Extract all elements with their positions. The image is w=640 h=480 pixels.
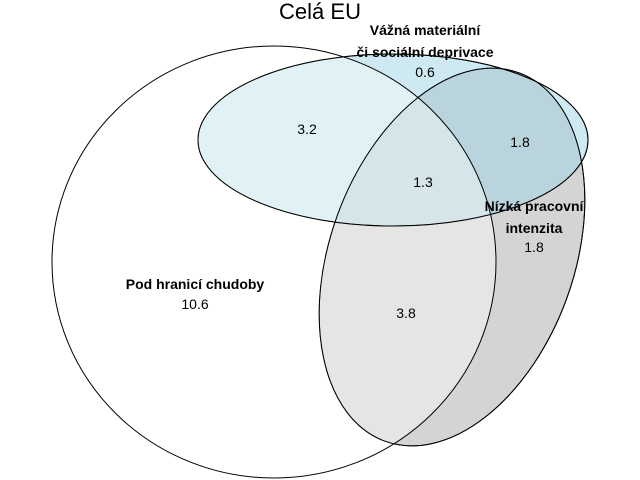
set-work-intensity-label-line1: Nízká pracovní <box>485 198 585 214</box>
region-all-three-value: 1.3 <box>413 174 433 190</box>
region-poverty-only-value: 10.6 <box>181 296 208 312</box>
region-poverty-work-value: 3.8 <box>396 305 416 321</box>
set-deprivation-label-line1: Vážná materiální <box>370 22 482 38</box>
region-deprivation-only-value: 0.6 <box>415 64 435 80</box>
region-work-only-value: 1.8 <box>524 239 544 255</box>
set-poverty-label: Pod hranicí chudoby <box>126 276 265 292</box>
region-deprivation-work-value: 1.8 <box>510 134 530 150</box>
set-work-intensity-label-line2: intenzita <box>506 220 563 236</box>
diagram-title: Celá EU <box>279 0 361 24</box>
set-deprivation-label-line2: či sociální deprivace <box>357 44 494 60</box>
set-work-intensity-outline <box>318 67 586 447</box>
set-poverty-circle <box>51 45 497 479</box>
region-poverty-deprivation-value: 3.2 <box>297 121 317 137</box>
set-deprivation-outline <box>197 53 589 227</box>
